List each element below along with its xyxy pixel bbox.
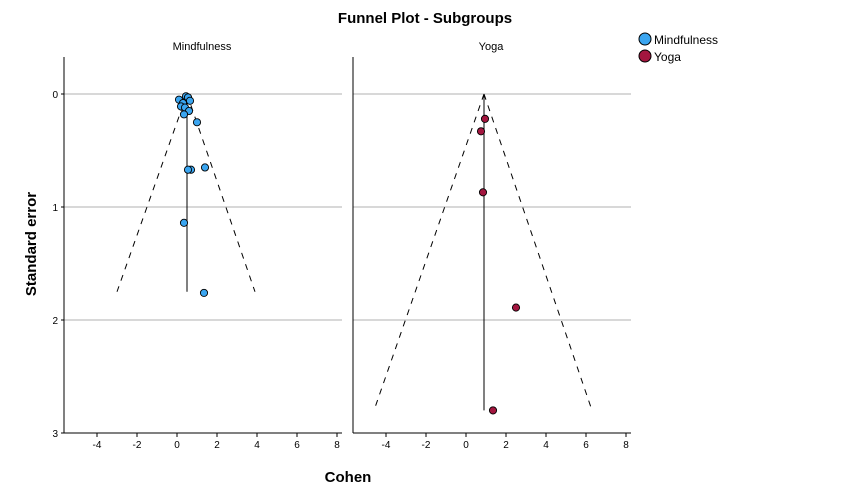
legend-label-yoga: Yoga — [654, 50, 681, 64]
data-point — [480, 114, 490, 123]
x-tick-label: 8 — [623, 440, 629, 451]
y-tick-label: 1 — [52, 203, 58, 214]
x-tick-label: -2 — [422, 440, 431, 451]
data-point — [478, 188, 488, 197]
data-point — [199, 288, 209, 297]
x-tick-label: 2 — [214, 440, 220, 451]
legend-label-mindfulness: Mindfulness — [654, 33, 718, 47]
x-tick-label: -2 — [133, 440, 142, 451]
funnel-left-line — [116, 93, 188, 292]
data-point — [179, 218, 189, 227]
x-tick-label: -4 — [382, 440, 391, 451]
data-point — [511, 303, 521, 312]
x-tick-label: -4 — [93, 440, 102, 451]
y-tick-label: 3 — [52, 429, 58, 440]
panel-label: Mindfulness — [173, 41, 232, 53]
y-tick-label: 2 — [52, 316, 58, 327]
x-tick-label: 6 — [294, 440, 300, 451]
data-point — [183, 165, 193, 174]
x-tick-label: 0 — [174, 440, 180, 451]
legend-marker-mindfulness — [638, 32, 652, 46]
x-axis-title: Cohen — [325, 469, 372, 486]
legend: Mindfulness Yoga — [638, 32, 718, 64]
data-point — [476, 127, 486, 136]
y-tick-label: 0 — [52, 90, 58, 101]
x-tick-label: 8 — [334, 440, 340, 451]
x-tick-label: 0 — [463, 440, 469, 451]
x-tick-label: 4 — [543, 440, 549, 451]
chart-title: Funnel Plot - Subgroups — [338, 10, 512, 27]
panels-group: Mindfulness 0 1 2 3 -4 -2 0 2 4 6 8 Yoga -4 -2 0 2 4 6 8 — [52, 41, 631, 451]
panel-label: Yoga — [479, 41, 505, 53]
panel-mindfulness: Mindfulness 0 1 2 3 -4 -2 0 2 4 6 8 — [52, 41, 342, 451]
x-tick-label: 2 — [503, 440, 509, 451]
panel-yoga: Yoga -4 -2 0 2 4 6 8 — [352, 41, 631, 451]
x-tick-label: 6 — [583, 440, 589, 451]
data-point — [192, 118, 202, 127]
x-tick-label: 4 — [254, 440, 260, 451]
funnel-left-line — [373, 93, 485, 411]
funnel-right-line — [483, 93, 593, 411]
data-point — [488, 406, 498, 415]
data-point — [200, 163, 210, 172]
data-point — [179, 110, 189, 119]
y-axis-title: Standard error — [23, 192, 40, 296]
legend-marker-yoga — [638, 49, 652, 63]
data-point — [185, 96, 195, 105]
